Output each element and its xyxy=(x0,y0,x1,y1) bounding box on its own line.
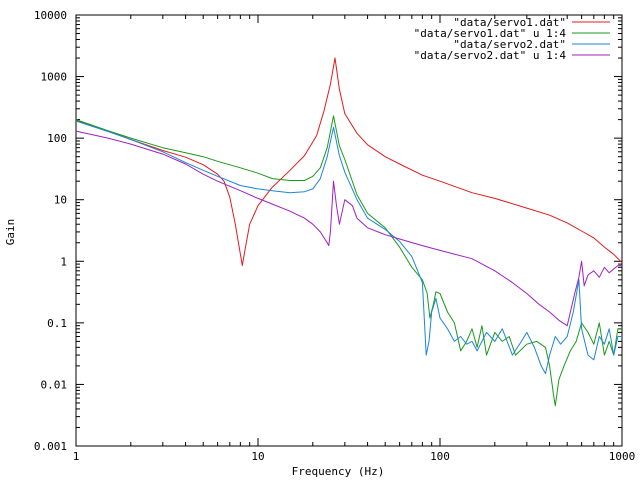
x-tick-label: 100 xyxy=(430,450,450,463)
y-tick-label: 0.01 xyxy=(41,378,68,391)
y-tick-label: 0.1 xyxy=(47,317,67,330)
axes-layer: 1 10 100 1000 0.001 0.01 0.1 1 10 100 1000 10000 xyxy=(34,9,635,463)
x-tick-label: 1000 xyxy=(609,450,636,463)
y-tick-label: 10000 xyxy=(34,9,67,22)
y-tick-label: 10 xyxy=(54,194,67,207)
x-tick-label: 1 xyxy=(73,450,80,463)
y-tick-label: 1 xyxy=(60,255,67,268)
legend-label-2: "data/servo1.dat" u 1:4 xyxy=(414,27,567,40)
y-tick-label: 100 xyxy=(47,132,67,145)
series-layer xyxy=(75,57,623,407)
x-tick-label: 10 xyxy=(251,450,264,463)
x-axis-label: Frequency (Hz) xyxy=(292,465,385,478)
series-line-4 xyxy=(75,130,622,327)
legend: "data/servo1.dat""data/servo1.dat" u 1:4… xyxy=(414,16,610,62)
legend-label-4: "data/servo2.dat" u 1:4 xyxy=(414,49,567,62)
y-tick-label: 1000 xyxy=(41,71,68,84)
plot-border xyxy=(75,14,623,447)
y-tick-label: 0.001 xyxy=(34,440,67,453)
y-axis-label: Gain xyxy=(4,219,17,246)
series-line-2 xyxy=(75,115,622,407)
series-line-3 xyxy=(75,120,622,375)
legend-label-1: "data/servo1.dat" xyxy=(453,16,566,29)
legend-label-3: "data/servo2.dat" xyxy=(453,38,566,51)
series-line-1 xyxy=(75,57,623,267)
